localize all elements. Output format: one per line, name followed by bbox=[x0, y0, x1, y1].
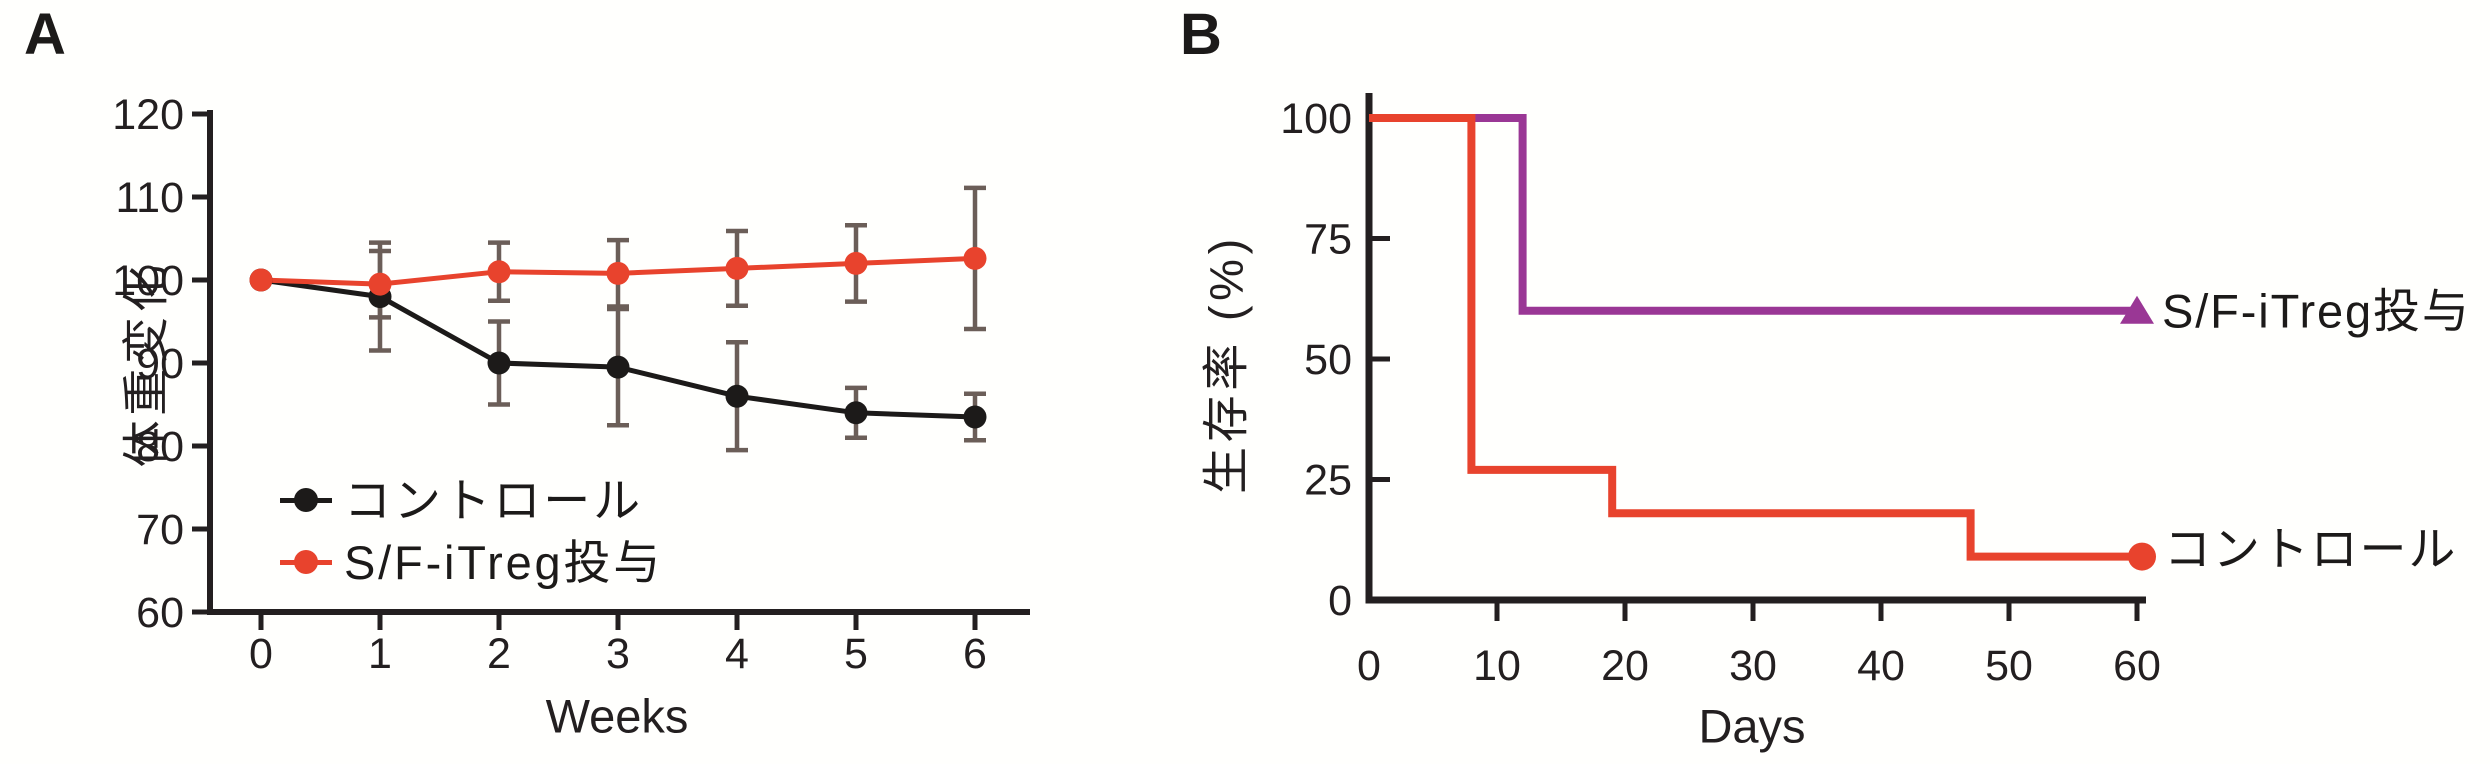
treg-data-point bbox=[725, 256, 749, 280]
weight-chart-y-tick-label: 70 bbox=[136, 506, 184, 554]
survival-chart-y-tick-label: 50 bbox=[1304, 336, 1352, 384]
survival-chart-x-tick-label: 50 bbox=[1985, 642, 2033, 690]
weight-chart-x-tick-label: 2 bbox=[487, 630, 511, 678]
survival-chart-x-tick-label: 10 bbox=[1473, 642, 1521, 690]
control-survival-curve bbox=[1369, 114, 2137, 561]
survival-chart-x-tick-label: 60 bbox=[2113, 642, 2161, 690]
weight-chart-y-tick-label: 80 bbox=[136, 423, 184, 471]
weight-chart-x-axis-title: Weeks bbox=[545, 689, 689, 743]
control-data-point bbox=[844, 401, 868, 425]
weight-chart-x-tick-label: 1 bbox=[368, 630, 392, 678]
survival-chart-x-tick-label: 0 bbox=[1357, 642, 1381, 690]
treg-data-point bbox=[368, 272, 392, 296]
control-circle-marker-icon bbox=[280, 488, 332, 512]
weight-chart-y-tick-label: 60 bbox=[136, 589, 184, 637]
weight-chart-y-tick-label: 100 bbox=[112, 257, 184, 305]
survival-chart-y-tick-label: 25 bbox=[1304, 457, 1352, 505]
treg-circle-marker-icon bbox=[280, 550, 332, 574]
legend-item-control: コントロール bbox=[280, 477, 643, 524]
panel-a-label: A bbox=[24, 2, 66, 67]
survival-chart-y-tick-label: 100 bbox=[1280, 95, 1352, 143]
legend-label-treg: S/F-iTreg投与 bbox=[344, 535, 664, 589]
control-data-point bbox=[487, 351, 511, 375]
weight-chart-y-tick-label: 90 bbox=[136, 340, 184, 388]
treg-data-point bbox=[963, 246, 987, 270]
survival-chart-y-tick-label: 75 bbox=[1304, 216, 1352, 264]
legend-item-treg: S/F-iTreg投与 bbox=[280, 539, 663, 586]
legend-label-control: コントロール bbox=[344, 473, 643, 527]
treg-survival-curve bbox=[1369, 114, 2137, 315]
survival-chart-x-tick-label: 40 bbox=[1857, 642, 1905, 690]
weight-chart-x-tick-label: 3 bbox=[606, 630, 630, 678]
panel-b-label: B bbox=[1180, 2, 1222, 67]
treg-data-point bbox=[606, 261, 630, 285]
survival-label-treg: S/F-iTreg投与 bbox=[2162, 284, 2471, 338]
weight-chart-x-tick-label: 6 bbox=[963, 630, 987, 678]
weight-chart-y-tick-label: 120 bbox=[112, 91, 184, 139]
survival-label-control: コントロール bbox=[2164, 522, 2458, 576]
survival-chart-x-tick-label: 20 bbox=[1601, 642, 1649, 690]
treg-data-point bbox=[844, 251, 868, 275]
weight-chart-y-tick-label: 110 bbox=[115, 174, 184, 222]
survival-chart-y-axis-title: 生存率 (%) bbox=[1199, 233, 1253, 495]
survival-chart-x-tick-label: 30 bbox=[1729, 642, 1777, 690]
survival-chart-x-axis-title: Days bbox=[1698, 699, 1806, 753]
survival-chart-y-tick-label: 0 bbox=[1328, 577, 1352, 625]
control-circle-marker bbox=[2128, 542, 2156, 571]
weight-chart-y-axis-title: 体重変化 bbox=[119, 260, 173, 468]
weight-chart-x-tick-label: 4 bbox=[725, 630, 749, 678]
treg-data-point bbox=[249, 268, 273, 292]
treg-data-point bbox=[487, 260, 511, 284]
weight-chart-x-tick-label: 0 bbox=[249, 630, 273, 678]
control-data-point bbox=[725, 384, 749, 408]
control-data-point bbox=[606, 355, 630, 379]
treg-triangle-marker bbox=[2120, 295, 2154, 324]
control-data-point bbox=[963, 405, 987, 429]
weight-chart-x-tick-label: 5 bbox=[844, 630, 868, 678]
